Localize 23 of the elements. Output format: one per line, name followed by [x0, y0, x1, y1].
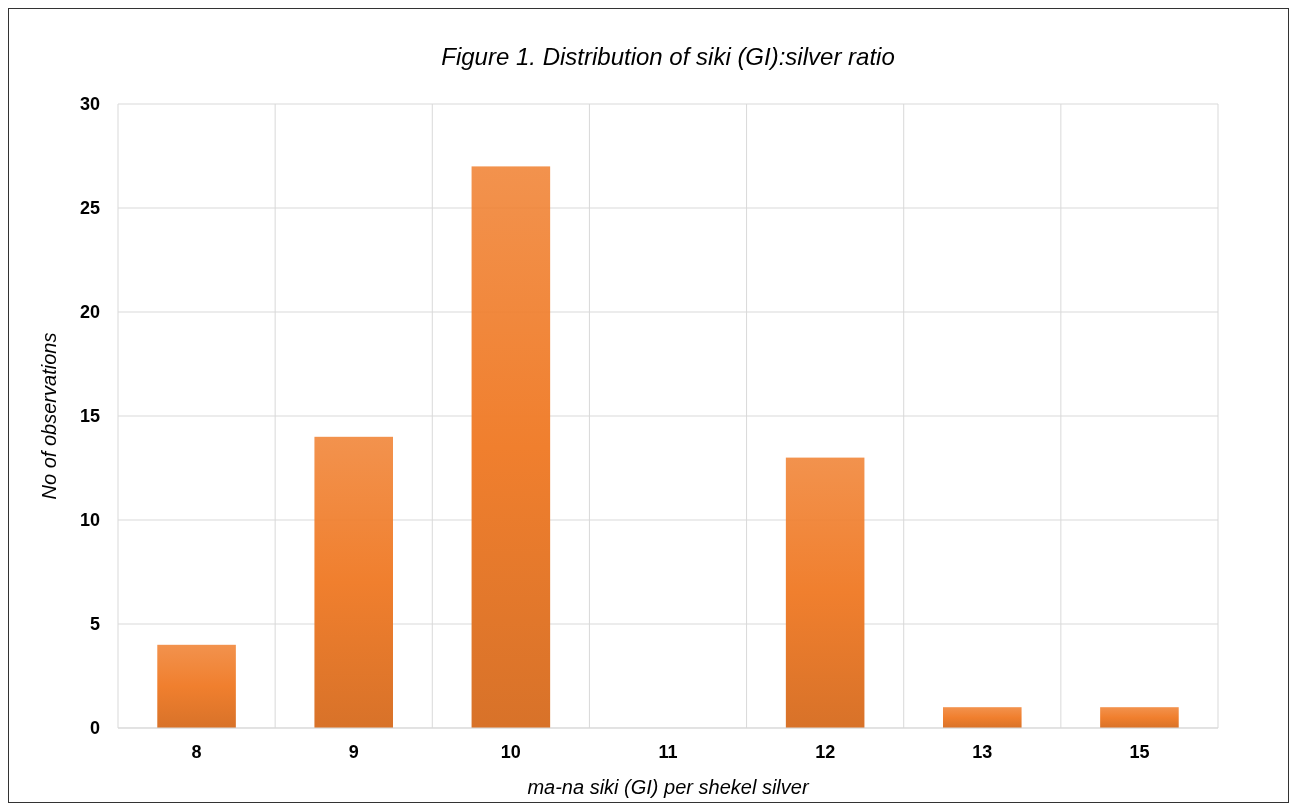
bar: [157, 644, 236, 728]
bar: [785, 457, 865, 728]
y-tick-label: 15: [79, 406, 100, 427]
y-axis-title: No of observations: [38, 332, 60, 500]
x-tick-label: 10: [500, 742, 521, 762]
x-tick-label: 12: [815, 742, 836, 762]
y-tick-label: 5: [89, 614, 100, 635]
chart-title: Figure 1. Distribution of siki (GI):silver ratio: [441, 43, 895, 70]
y-tick-label: 0: [89, 718, 100, 739]
x-tick-label: 15: [1129, 742, 1150, 762]
x-tick-label: 13: [972, 742, 993, 762]
bar: [943, 707, 1022, 728]
y-tick-label: 30: [79, 94, 100, 115]
y-tick-label: 25: [79, 198, 100, 219]
y-tick-label: 20: [79, 302, 100, 323]
x-tick-label: 9: [348, 742, 359, 762]
y-tick-label: 10: [79, 510, 100, 531]
bar: [1100, 707, 1179, 728]
x-tick-label: 8: [191, 742, 202, 762]
bar: [471, 166, 551, 728]
bar: [314, 436, 393, 728]
x-tick-label: 11: [658, 742, 678, 762]
x-axis-title: ma-na siki (GI) per shekel silver: [527, 776, 810, 798]
